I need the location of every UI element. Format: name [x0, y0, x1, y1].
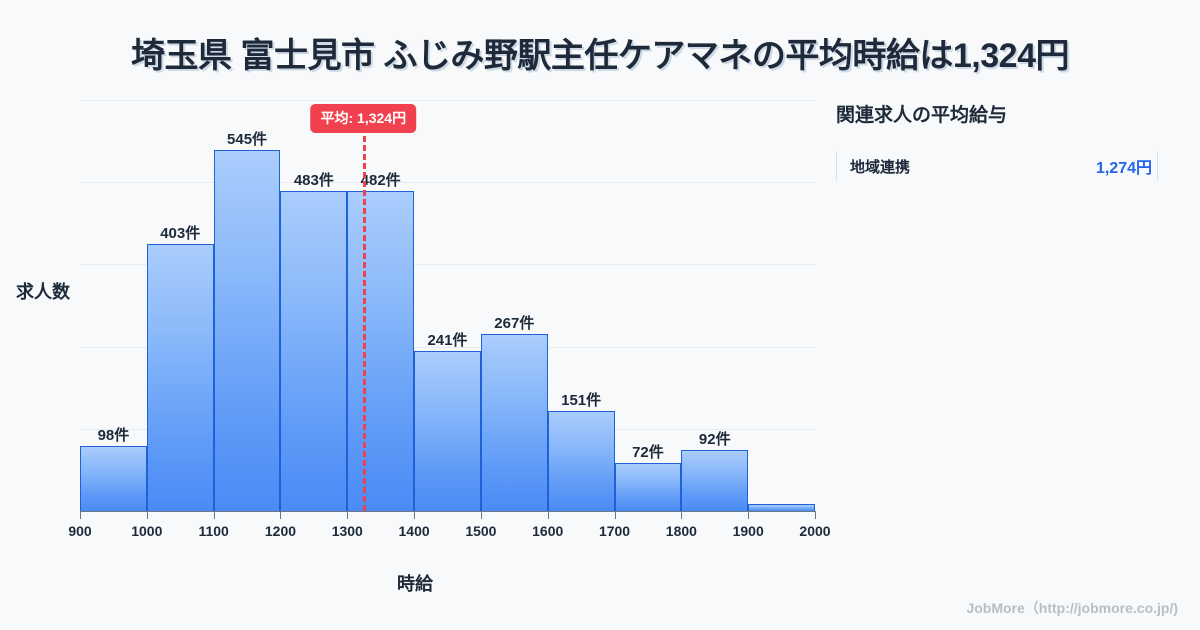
x-axis-tick-label: 2000 — [799, 523, 831, 539]
bar-value-label: 72件 — [632, 444, 664, 462]
histogram-bar — [146, 243, 214, 511]
x-axis-tick — [146, 511, 148, 519]
bar-value-label: 482件 — [360, 172, 401, 190]
related-salary-list: 地域連携 1,274円 — [836, 149, 1186, 183]
x-axis-tick — [347, 511, 349, 519]
x-axis-tick-label: 1100 — [198, 523, 229, 539]
x-axis-line — [80, 511, 815, 512]
x-axis-tick-label: 1000 — [131, 523, 163, 539]
x-axis-tick-label: 1400 — [398, 523, 430, 539]
x-axis-tick — [614, 511, 616, 519]
bar-value-label: 241件 — [427, 332, 468, 350]
bar-value-label: 267件 — [494, 315, 535, 332]
x-axis-tick — [815, 511, 816, 519]
histogram-chart: 98件 403件 545件 483件 482件 241件 267件 151件 72件 92件 90… — [16, 100, 831, 594]
histogram-bar — [547, 410, 615, 511]
footer-watermark: JobMore（http://jobmore.co.jp/) — [966, 600, 1178, 616]
histogram-bar — [614, 463, 682, 511]
x-axis-tick — [414, 511, 416, 519]
x-axis-tick — [213, 511, 215, 519]
y-axis-title: 求人数 — [16, 282, 70, 302]
x-axis-tick — [480, 511, 482, 519]
salary-row: 地域連携 1,274円 — [836, 149, 1186, 183]
x-axis-tick-label: 1300 — [331, 523, 363, 539]
histogram-bar — [80, 446, 147, 511]
related-salary-heading: 関連求人の平均給与 — [836, 105, 1008, 126]
histogram-bar — [748, 504, 815, 511]
histogram-bar — [213, 149, 281, 511]
gridline — [80, 264, 815, 266]
page-title: 埼玉県 富士見市 ふじみ野駅主任ケアマネの平均時給は1,324円 — [131, 37, 1069, 75]
x-axis-tick — [280, 511, 282, 519]
histogram-bar — [480, 334, 548, 511]
bar-value-label: 483件 — [293, 171, 334, 189]
x-axis-tick-label: 1500 — [465, 523, 497, 539]
plot-area — [80, 100, 815, 511]
histogram-bar — [347, 191, 415, 511]
x-axis-tick-label: 1200 — [264, 523, 297, 539]
gridline — [80, 346, 815, 348]
gridline — [80, 100, 815, 101]
histogram-bar — [414, 351, 481, 511]
average-line — [363, 118, 367, 511]
related-salary-panel: 関連求人の平均給与 地域連携 1,274円 — [836, 100, 1186, 183]
histogram-bar — [280, 190, 348, 511]
x-axis-tick-label: 1600 — [532, 523, 564, 539]
x-axis-tick-label: 1800 — [665, 523, 697, 539]
gridline — [80, 182, 815, 184]
x-axis-tick-label: 900 — [68, 523, 92, 539]
x-axis-tick-label: 1900 — [732, 523, 764, 539]
x-axis-tick — [547, 511, 549, 519]
histogram-bar — [681, 450, 749, 511]
salary-row-name: 地域連携 — [850, 158, 911, 176]
x-axis-tick-label: 1700 — [598, 523, 631, 539]
x-axis-title: 時給 — [397, 574, 433, 594]
x-axis-tick — [681, 511, 683, 519]
x-axis-tick — [80, 511, 81, 519]
bar-value-label: 151件 — [561, 391, 602, 409]
bar-value-label: 92件 — [698, 431, 731, 448]
average-badge: 平均: 1,324円 — [310, 104, 417, 133]
salary-row-value: 1,274円 — [1095, 160, 1152, 177]
bar-value-label: 403件 — [160, 224, 201, 242]
bar-value-label: 545件 — [227, 130, 268, 148]
x-axis-tick — [748, 511, 750, 519]
bar-value-label: 98件 — [97, 427, 130, 445]
